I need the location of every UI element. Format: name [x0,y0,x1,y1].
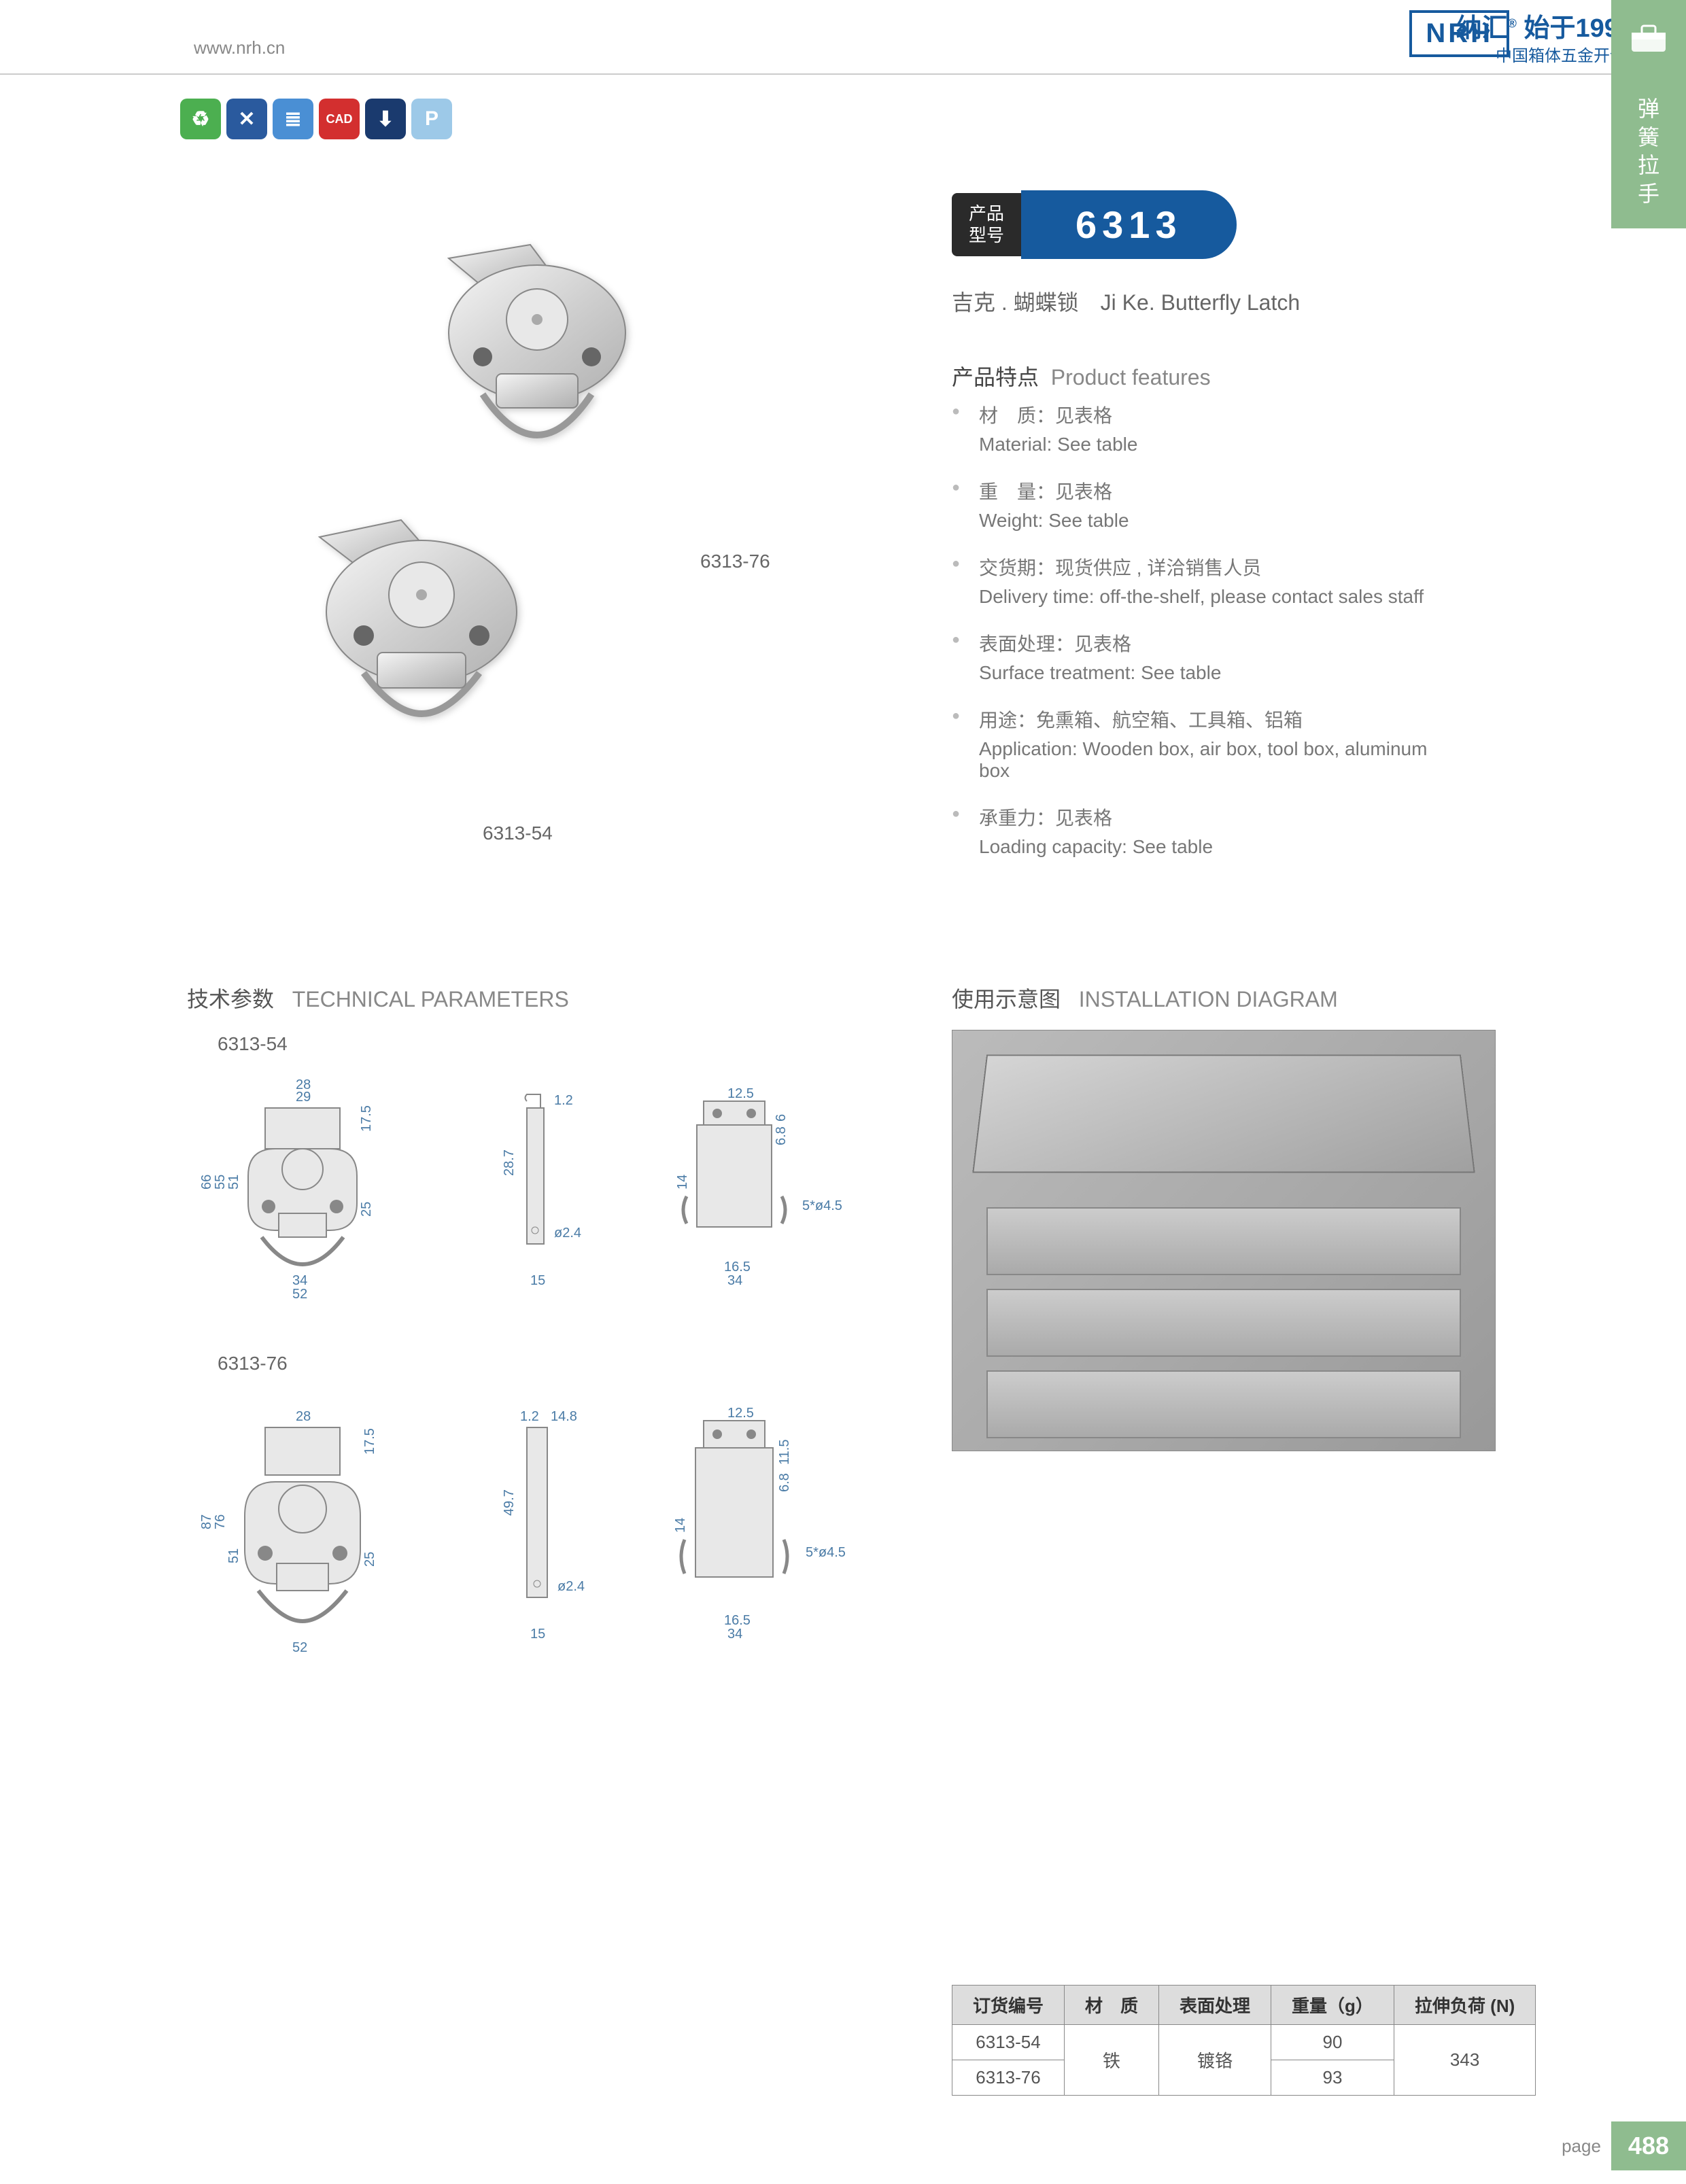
svg-text:28: 28 [296,1409,311,1424]
technical-drawing-1: 29 28 17.5 66 55 51 25 34 52 1.2 28.7 ø2… [187,1067,887,1325]
model-label: 产品型号 [952,193,1021,256]
table-cell: 6313-76 [952,2060,1065,2096]
table-cell: 93 [1271,2060,1394,2096]
svg-text:ø2.4: ø2.4 [557,1579,585,1594]
svg-text:34: 34 [727,1627,742,1642]
latch-image-1 [394,238,680,500]
svg-text:17.5: 17.5 [359,1105,374,1132]
category-icon: ≣ [273,99,313,139]
table-cell: 6313-54 [952,2025,1065,2060]
svg-text:6.8: 6.8 [774,1126,789,1145]
svg-text:14.8: 14.8 [551,1409,577,1424]
svg-text:76: 76 [213,1514,228,1529]
side-tab: 弹簧拉手 [1611,0,1686,228]
page-number: 488 [1611,2121,1686,2170]
model-badge: 产品型号 6313 [952,190,1237,259]
product-images: 6313-76 6313-54 [238,211,850,890]
svg-text:12.5: 12.5 [727,1406,754,1421]
category-icon: ⬇ [365,99,406,139]
product-label-2: 6313-54 [483,822,553,844]
product-subtitle: 吉克 . 蝴蝶锁 Ji Ke. Butterfly Latch [952,285,1300,317]
svg-text:6: 6 [774,1114,789,1122]
installation-image [952,1030,1496,1451]
icon-row: ♻✕≣CAD⬇P [180,99,452,139]
svg-text:1.2: 1.2 [520,1409,539,1424]
table-header: 材 质 [1065,1986,1159,2025]
svg-text:6.8: 6.8 [777,1473,792,1492]
tech-params-title: 技术参数 TECHNICAL PARAMETERS [187,982,569,1013]
category-icon: ♻ [180,99,221,139]
svg-text:52: 52 [292,1287,307,1302]
category-icon: P [411,99,452,139]
table-header: 拉伸负荷 (N) [1394,1986,1535,2025]
table-cell: 90 [1271,2025,1394,2060]
drawing-label-1: 6313-54 [218,1033,288,1055]
feature-item: 承重力：见表格Loading capacity: See table [952,803,1462,858]
install-diagram-title: 使用示意图 INSTALLATION DIAGRAM [952,982,1338,1013]
svg-text:52: 52 [292,1640,307,1655]
spec-table: 订货编号 材 质 表面处理 重量（g） 拉伸负荷 (N) 6313-54 铁 镀… [952,1985,1536,2096]
features-title: 产品特点 Product features [952,360,1211,392]
svg-text:51: 51 [226,1175,241,1190]
side-tab-text: 弹簧拉手 [1611,75,1686,228]
svg-text:14: 14 [675,1175,690,1190]
svg-text:34: 34 [727,1273,742,1288]
feature-item: 用途：免熏箱、航空箱、工具箱、铝箱Application: Wooden box… [952,706,1462,782]
technical-drawing-2: 28 17.5 87 76 51 25 52 1.2 14.8 49.7 ø2.… [187,1387,887,1679]
svg-text:28.7: 28.7 [502,1149,517,1176]
svg-text:15: 15 [530,1627,545,1642]
svg-text:ø2.4: ø2.4 [554,1226,581,1241]
svg-text:1.2: 1.2 [554,1093,573,1108]
svg-text:12.5: 12.5 [727,1086,754,1101]
svg-text:5*ø4.5: 5*ø4.5 [802,1198,842,1213]
svg-text:17.5: 17.5 [362,1428,377,1455]
feature-item: 交货期：现货供应 , 详洽销售人员Delivery time: off-the-… [952,553,1462,608]
product-label-1: 6313-76 [700,551,770,572]
features-list: 材 质：见表格Material: See table 重 量：见表格Weight:… [952,401,1462,880]
url-text: www.nrh.cn [194,37,285,58]
drawing-label-2: 6313-76 [218,1353,288,1374]
svg-text:51: 51 [226,1548,241,1563]
category-icon: ✕ [226,99,267,139]
latch-image-2 [279,510,564,772]
svg-text:87: 87 [199,1514,214,1529]
svg-text:15: 15 [530,1273,545,1288]
svg-text:66: 66 [199,1175,214,1190]
feature-item: 重 量：见表格Weight: See table [952,477,1462,532]
svg-text:55: 55 [213,1175,228,1190]
svg-text:16.5: 16.5 [724,1260,751,1275]
table-cell: 343 [1394,2025,1535,2096]
svg-text:16.5: 16.5 [724,1613,751,1628]
page-label: page [1562,2136,1601,2157]
table-header: 订货编号 [952,1986,1065,2025]
category-icon: CAD [319,99,360,139]
svg-text:5*ø4.5: 5*ø4.5 [806,1545,846,1560]
page-header: www.nrh.cn NRH 纳汇® 始于1996年 中国箱体五金开创品牌 [0,0,1686,75]
svg-text:25: 25 [359,1202,374,1217]
svg-text:11.5: 11.5 [777,1440,792,1465]
svg-text:28: 28 [296,1077,311,1092]
svg-text:49.7: 49.7 [502,1489,517,1516]
toolbox-icon [1611,0,1686,75]
feature-item: 材 质：见表格Material: See table [952,401,1462,455]
svg-text:34: 34 [292,1273,307,1288]
table-cell: 镀铬 [1159,2025,1271,2096]
table-header: 重量（g） [1271,1986,1394,2025]
model-number: 6313 [1021,190,1237,259]
table-header: 表面处理 [1159,1986,1271,2025]
feature-item: 表面处理：见表格Surface treatment: See table [952,629,1462,684]
svg-text:25: 25 [362,1552,377,1567]
table-cell: 铁 [1065,2025,1159,2096]
svg-text:14: 14 [673,1518,688,1533]
page-footer: page 488 [1562,2121,1686,2170]
